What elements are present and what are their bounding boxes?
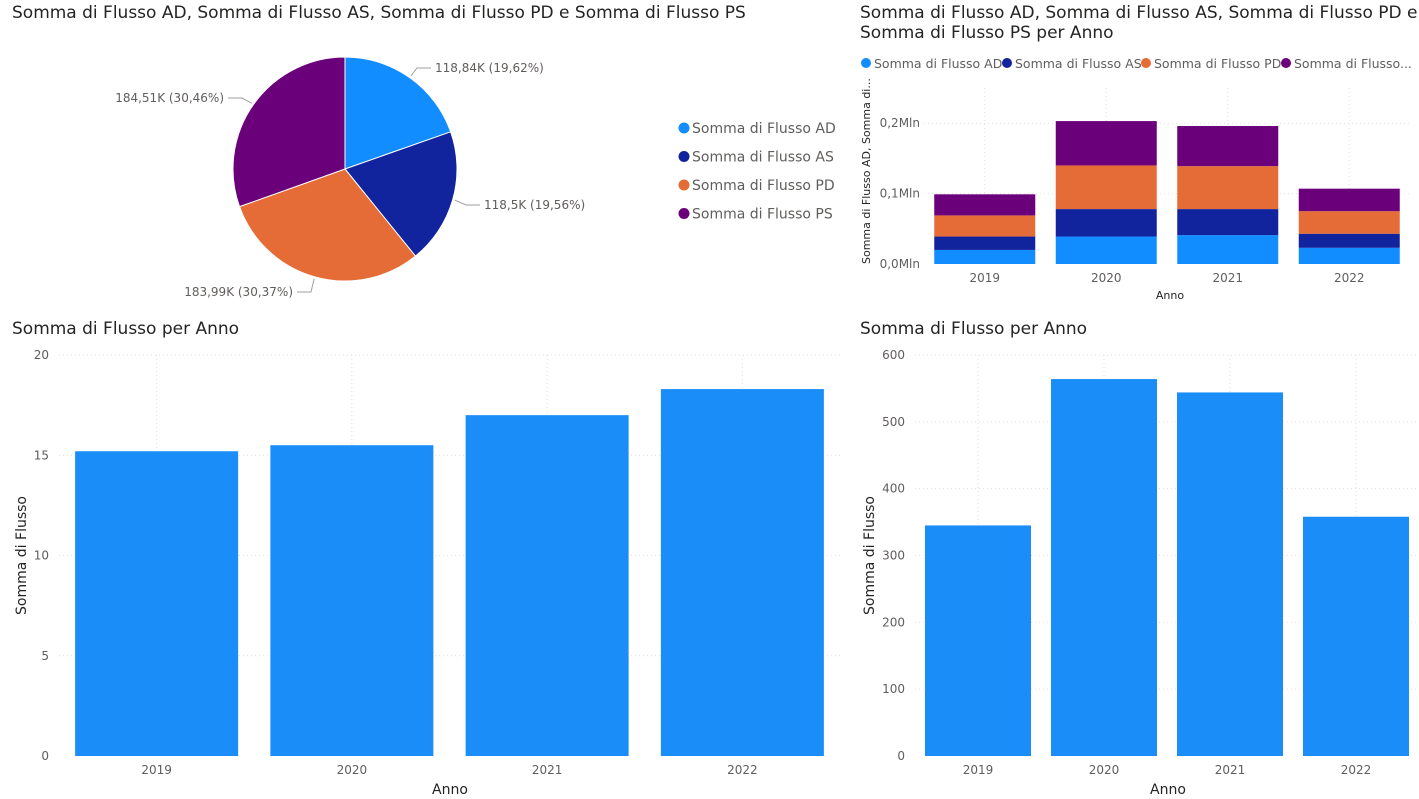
y-tick-label: 0,0Mln	[880, 257, 920, 271]
stacked-bar-segment	[1055, 236, 1157, 264]
stacked-bar-segment	[1055, 121, 1157, 166]
y-tick-label: 100	[882, 682, 905, 696]
stacked-bar-segment	[1298, 247, 1400, 264]
y-tick-label: 0,2Mln	[880, 116, 920, 130]
legend-marker	[1002, 58, 1012, 68]
bar	[660, 389, 824, 756]
x-tick-label: 2020	[1089, 763, 1120, 777]
bar	[465, 415, 629, 756]
legend-marker	[678, 179, 690, 191]
bar	[75, 451, 239, 756]
stacked-bar-segment	[1298, 233, 1400, 248]
stacked-bar-segment	[934, 249, 1036, 264]
y-tick-label: 20	[34, 348, 49, 362]
bar	[1051, 379, 1157, 756]
bar-chart-left: 0 5 10 15 20 2019 2020 2021 2022 Anno Somma di Flu…	[14, 348, 840, 798]
y-tick-label: 200	[882, 615, 905, 629]
legend-label: Somma di Flusso PD	[1154, 56, 1281, 71]
x-tick-label: 2020	[337, 763, 368, 777]
stacked-bar-segment	[1177, 126, 1279, 167]
legend-marker	[861, 58, 871, 68]
legend-marker	[678, 208, 690, 219]
stacked-bar-segment	[1055, 165, 1157, 210]
pie-slice	[344, 131, 458, 257]
y-tick-label: 15	[34, 448, 49, 462]
pie-slice	[232, 56, 346, 208]
bar	[925, 525, 1031, 756]
y-tick-label: 500	[882, 415, 905, 429]
pie-chart-title: Somma di Flusso AD, Somma di Flusso AS, …	[12, 3, 746, 23]
x-tick-label: 2019	[963, 763, 994, 777]
stacked-bar-segment	[1055, 209, 1157, 237]
x-tick-label: 2021	[532, 763, 563, 777]
pie-chart: 118,84K (19,62%) 118,5K (19,56%) 183,99K (…	[115, 56, 836, 299]
stacked-bar-segment	[934, 236, 1036, 250]
stacked-bar-segment	[1298, 211, 1400, 234]
bar	[1303, 516, 1409, 756]
bar	[1177, 392, 1283, 756]
x-tick-label: 2019	[141, 763, 172, 777]
legend-label: Somma di Flusso PS	[692, 207, 833, 223]
y-axis-title: Somma di Flusso AD, Somma di...	[860, 78, 873, 264]
pie-leader-line	[228, 97, 253, 104]
legend-label: Somma di Flusso AS	[692, 150, 834, 166]
y-tick-label: 400	[882, 482, 905, 496]
pie-leader-line	[454, 199, 480, 206]
stacked-bar-segment	[1298, 188, 1400, 212]
x-axis-title: Anno	[1150, 782, 1186, 798]
x-tick-label: 2022	[1341, 763, 1372, 777]
y-tick-label: 0	[897, 749, 905, 763]
x-tick-label: 2022	[1334, 271, 1365, 285]
x-tick-label: 2019	[969, 271, 1000, 285]
y-axis-title: Somma di Flusso	[14, 496, 30, 615]
bar-chart-left-title: Somma di Flusso per Anno	[12, 319, 240, 339]
legend-label: Somma di Flusso...	[1294, 56, 1412, 71]
legend-marker	[678, 151, 690, 162]
pie-data-label: 118,84K (19,62%)	[435, 61, 544, 75]
legend-label: Somma di Flusso AD	[874, 56, 1002, 71]
legend-label: Somma di Flusso AD	[692, 121, 836, 137]
stacked-chart-title-line2: Somma di Flusso PS per Anno	[860, 23, 1114, 43]
x-tick-label: 2021	[1215, 763, 1246, 777]
stacked-chart-title-line1: Somma di Flusso AD, Somma di Flusso AS, …	[860, 3, 1418, 23]
stacked-bar-segment	[934, 215, 1036, 237]
legend-marker	[1281, 58, 1291, 68]
x-axis-title: Anno	[1156, 289, 1184, 302]
pie-leader-line	[410, 67, 431, 77]
bar	[270, 445, 434, 756]
x-axis-title: Anno	[432, 782, 468, 798]
x-tick-label: 2020	[1091, 271, 1122, 285]
stacked-bar-chart: Somma di Flusso AD Somma di Flusso AS Somm…	[860, 56, 1412, 302]
legend-label: Somma di Flusso AS	[1015, 56, 1142, 71]
pie-leader-line	[297, 278, 315, 293]
y-tick-label: 600	[882, 348, 905, 362]
bar-chart-right-title: Somma di Flusso per Anno	[860, 319, 1088, 339]
stacked-bar-segment	[1177, 209, 1279, 236]
y-tick-label: 10	[34, 549, 49, 563]
x-tick-label: 2021	[1212, 271, 1243, 285]
legend-marker	[1141, 58, 1151, 68]
y-tick-label: 0,1Mln	[880, 187, 920, 201]
stacked-bar-segment	[934, 194, 1036, 216]
stacked-bar-segment	[1177, 235, 1279, 264]
pie-slice	[238, 168, 417, 282]
x-tick-label: 2022	[727, 763, 758, 777]
stacked-bar-segment	[1177, 166, 1279, 210]
pie-data-label: 184,51K (30,46%)	[115, 91, 224, 105]
y-axis-title: Somma di Flusso	[862, 496, 878, 615]
legend-marker	[678, 122, 690, 134]
pie-data-label: 118,5K (19,56%)	[484, 198, 585, 212]
pie-data-label: 183,99K (30,37%)	[184, 285, 293, 299]
legend-label: Somma di Flusso PD	[692, 178, 835, 194]
y-tick-label: 0	[41, 749, 49, 763]
y-tick-label: 5	[41, 649, 49, 663]
y-tick-label: 300	[882, 549, 905, 563]
